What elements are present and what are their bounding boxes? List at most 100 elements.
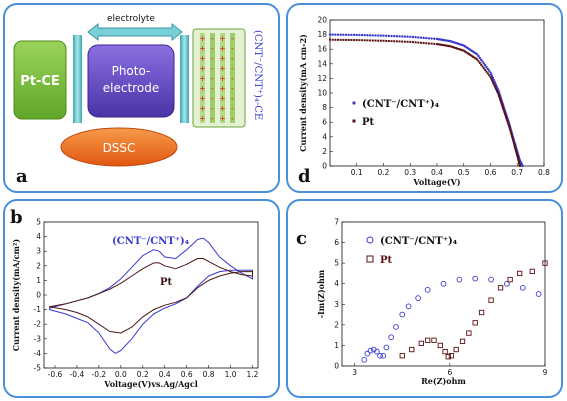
point-cnt — [478, 56, 481, 60]
point-cnt — [479, 58, 483, 61]
point-pt — [492, 82, 495, 85]
point-pt — [453, 346, 459, 353]
point-pt — [505, 115, 508, 118]
x-tick-label: -0.6 — [48, 370, 63, 379]
point-pt — [334, 38, 337, 41]
point-pt — [512, 140, 515, 143]
point-pt — [470, 54, 473, 57]
point-pt — [345, 38, 348, 41]
x-tick-label: 6 — [447, 368, 452, 377]
y-tick-label: 4 — [36, 232, 41, 241]
cnt-charge: + — [219, 74, 226, 83]
photo-label-2: electrode — [103, 81, 159, 95]
cnt-charge: + — [219, 114, 226, 123]
cnt-charge: + — [199, 64, 206, 73]
legend-c-pt-marker — [366, 255, 374, 263]
point-pt — [353, 39, 356, 42]
point-pt — [371, 39, 374, 42]
point-pt — [414, 41, 417, 44]
point-pt — [462, 49, 465, 52]
point-cnt — [475, 53, 479, 56]
x-tick-label: 0.0 — [115, 370, 127, 379]
point-pt — [450, 45, 453, 48]
y-tick-label: -3 — [34, 334, 42, 343]
point-cnt — [415, 295, 421, 301]
pt-ce-block — [13, 40, 67, 120]
pt-ce-label: Pt-CE — [20, 74, 60, 89]
point-pt — [401, 40, 404, 43]
y-tick-label: 3 — [36, 247, 41, 256]
cnt-charge: - — [211, 64, 214, 73]
legend-c-cnt: (CNT⁻/CNT⁺)₄ — [380, 236, 458, 247]
point-pt — [510, 133, 513, 136]
point-cnt — [339, 33, 342, 36]
point-pt — [516, 155, 519, 158]
plot-frame — [341, 221, 546, 367]
point-cnt — [383, 344, 390, 351]
y-tick-label: 5 — [36, 218, 41, 227]
cnt-charge: + — [199, 44, 206, 53]
point-cnt — [477, 54, 480, 58]
point-pt — [495, 88, 498, 91]
point-pt — [339, 38, 342, 41]
x-tick-label: 0.2 — [137, 370, 149, 379]
y-tick-label: 2 — [334, 320, 339, 329]
point-cnt — [361, 356, 368, 363]
panel-c — [286, 199, 563, 398]
point-pt — [377, 39, 380, 42]
point-pt — [350, 39, 353, 42]
point-pt — [337, 38, 340, 41]
legend-d-cnt: (CNT⁻/CNT⁺)₄ — [362, 99, 440, 110]
y-tick-label: 4 — [334, 279, 339, 288]
chart-d: 0.1 0.2 0.3 0.4 0.5 0.6 0.7 0.8 0 2 4 6 8 10 12 14 16 18 2… — [298, 16, 550, 188]
point-cnt — [336, 33, 340, 36]
point-pt — [490, 77, 493, 80]
point-pt — [437, 43, 440, 46]
point-cnt — [344, 33, 348, 37]
point-cnt — [384, 34, 388, 38]
x-tick-label: 1.2 — [247, 370, 259, 379]
point-pt — [509, 131, 512, 134]
point-cnt — [379, 34, 383, 37]
point-pt — [459, 338, 466, 344]
point-pt — [499, 99, 502, 102]
y-tick-label: 2 — [322, 147, 327, 156]
point-cnt — [487, 69, 491, 72]
point-cnt — [492, 78, 495, 82]
x-tick-label: -0.4 — [70, 370, 85, 379]
cnt-charge: - — [231, 74, 234, 83]
y-tick-label: 3 — [334, 300, 339, 309]
point-pt — [488, 297, 494, 303]
point-pt — [379, 39, 382, 42]
point-pt — [454, 47, 457, 50]
point-cnt — [414, 36, 417, 39]
point-pt — [431, 337, 437, 343]
cnt-charge: + — [219, 84, 226, 93]
point-cnt — [494, 84, 498, 87]
point-cnt — [489, 71, 492, 74]
dssc-oval — [60, 127, 178, 167]
point-cnt — [398, 35, 401, 38]
point-cnt — [490, 73, 493, 76]
point-pt — [387, 40, 390, 43]
point-pt — [474, 57, 477, 60]
cnt-charge: + — [199, 34, 206, 43]
y-axis-label: Current density(mA cm-2) — [298, 34, 308, 152]
point-pt — [427, 42, 430, 45]
point-cnt — [390, 34, 393, 38]
cnt-charge: - — [211, 44, 214, 53]
point-pt — [458, 48, 461, 51]
point-pt — [342, 38, 345, 41]
point-pt — [497, 285, 504, 291]
y-tick-label: 16 — [317, 45, 327, 54]
y-axis-label: Current density(mA/cm²) — [11, 239, 21, 352]
point-pt — [374, 39, 377, 42]
cnt-charge: + — [199, 74, 206, 83]
x-tick-label: 0.1 — [351, 168, 363, 177]
schematic: Pt-CE electrolyte Photo- electrode +++++… — [13, 14, 263, 187]
point-pt — [422, 41, 425, 44]
x-tick-label: 3 — [352, 368, 357, 377]
point-pt — [518, 165, 521, 167]
point-pt — [506, 119, 509, 122]
